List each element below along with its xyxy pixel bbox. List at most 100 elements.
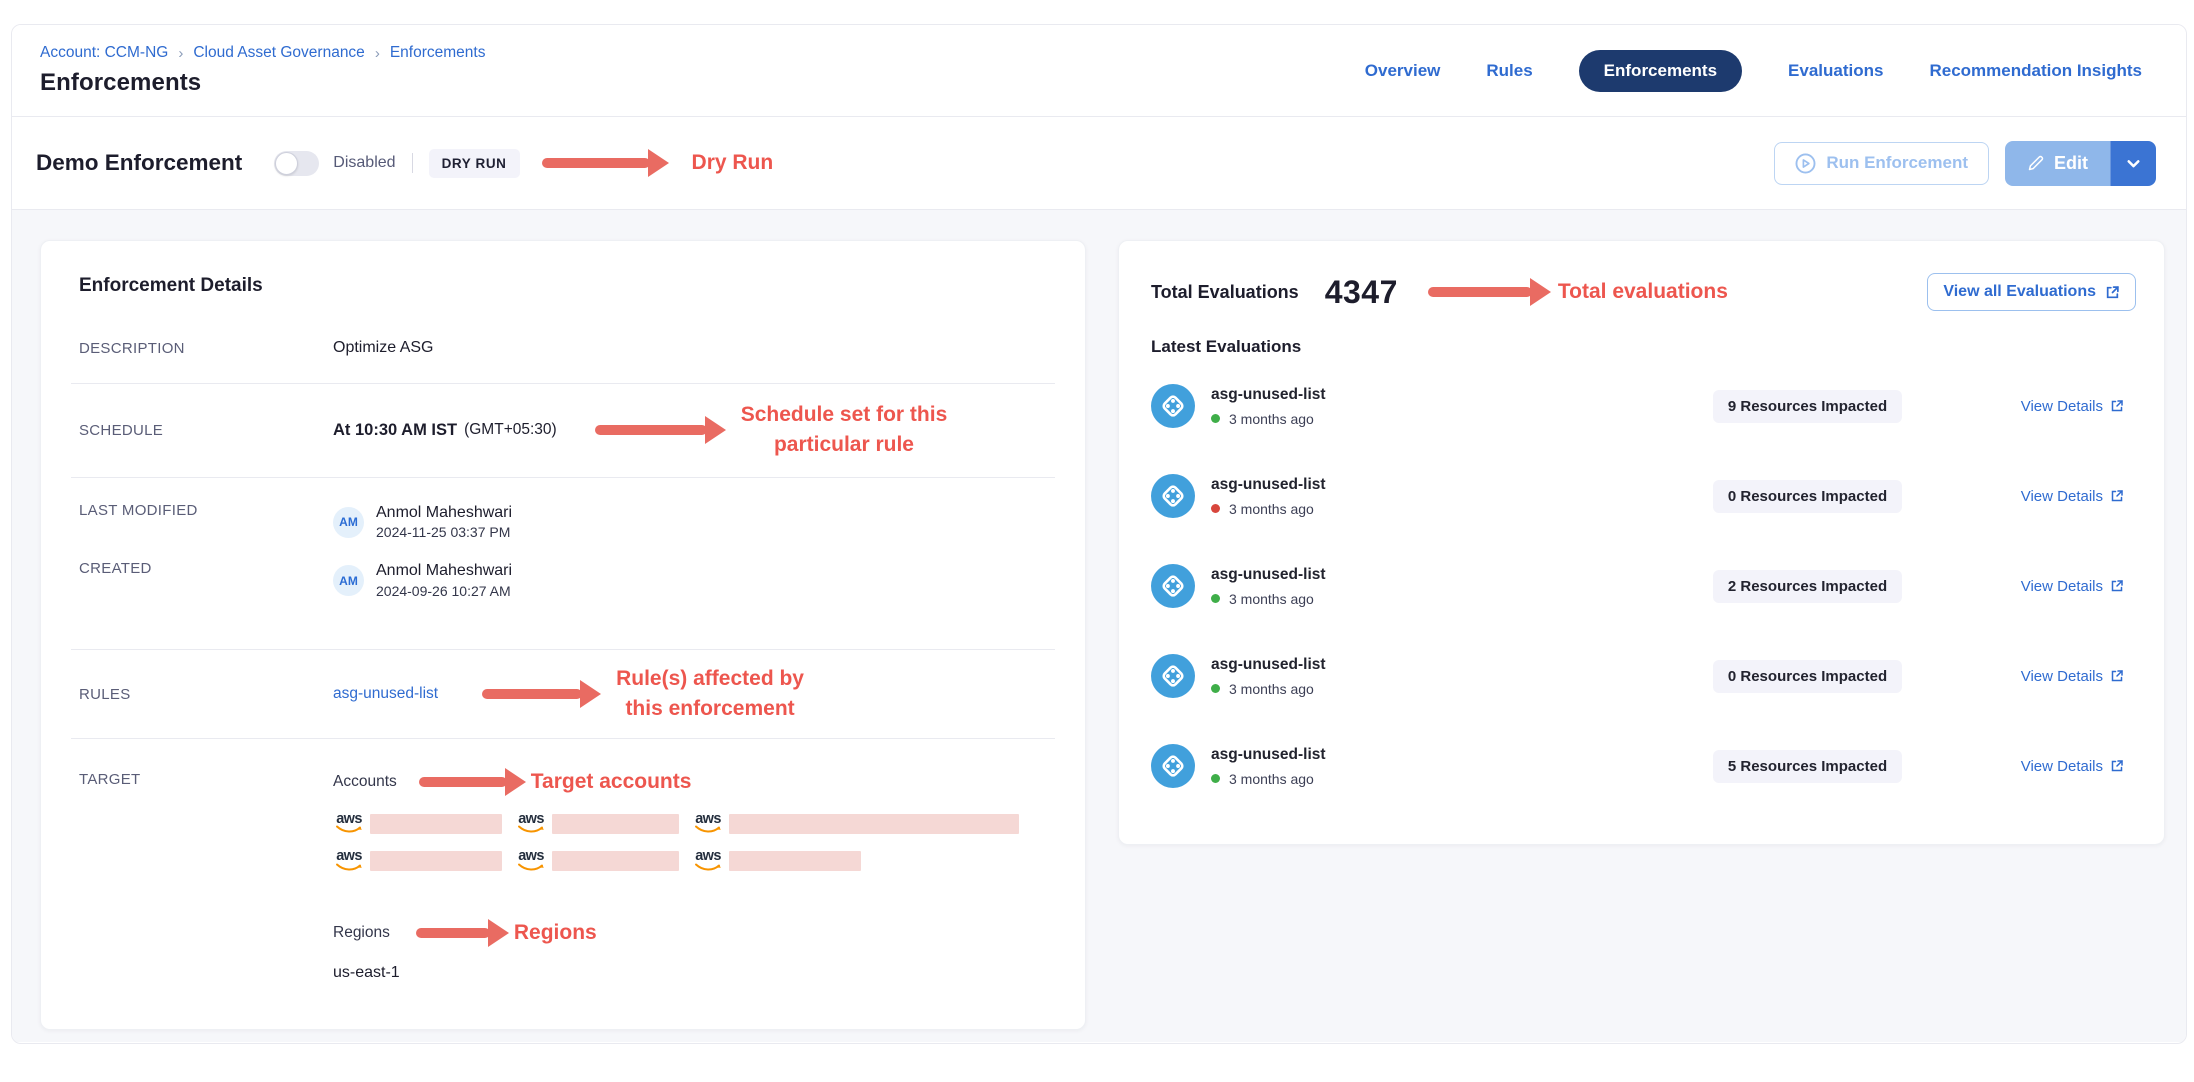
accounts-label: Accounts xyxy=(333,772,397,790)
tab-evaluations[interactable]: Evaluations xyxy=(1788,60,1884,80)
evaluations-header: Total Evaluations 4347 Total evaluations… xyxy=(1119,241,2164,311)
redacted-account-id xyxy=(729,851,861,872)
description-value: Optimize ASG xyxy=(333,339,434,356)
evaluation-row: asg-unused-list 3 months ago 2 Resources… xyxy=(1119,541,2164,631)
view-all-evaluations-button[interactable]: View all Evaluations xyxy=(1927,273,2136,311)
enforcement-details-card: Enforcement Details DESCRIPTION Optimize… xyxy=(40,240,1086,1030)
chevron-down-icon xyxy=(2127,159,2140,167)
toggle-state-label: Disabled xyxy=(333,154,396,171)
breadcrumb-enforcements-link[interactable]: Enforcements xyxy=(389,44,486,61)
divider xyxy=(71,476,1055,478)
tab-recommendation-insights[interactable]: Recommendation Insights xyxy=(1929,60,2142,80)
divider xyxy=(71,648,1055,650)
view-details-link[interactable]: View Details xyxy=(2021,578,2124,595)
last-modified-person: AM Anmol Maheshwari 2024-11-25 03:37 PM xyxy=(333,502,1047,542)
annotation-arrow xyxy=(482,689,583,700)
header-left: Account: CCM-NG › Cloud Asset Governance… xyxy=(40,44,485,97)
evaluation-rule-name: asg-unused-list xyxy=(1211,385,1326,403)
evaluation-time: 3 months ago xyxy=(1229,770,1314,787)
view-details-link[interactable]: View Details xyxy=(2021,398,2124,415)
main-content: Enforcement Details DESCRIPTION Optimize… xyxy=(12,210,2186,1042)
redacted-account-id xyxy=(552,851,679,872)
redacted-account-id xyxy=(552,813,679,834)
evaluation-time: 3 months ago xyxy=(1229,680,1314,697)
redacted-account-id xyxy=(729,813,1019,834)
details-card-title: Enforcement Details xyxy=(79,275,263,296)
evaluation-time: 3 months ago xyxy=(1229,590,1314,607)
toggle-knob xyxy=(275,151,299,175)
external-link-icon xyxy=(2111,670,2123,682)
created-date: 2024-09-26 10:27 AM xyxy=(376,582,511,599)
aws-logo-text: aws xyxy=(695,848,721,865)
aws-logo-icon: aws xyxy=(333,848,365,871)
tab-enforcements[interactable]: Enforcements xyxy=(1578,49,1743,92)
annotation-rules-line1: Rule(s) affected by xyxy=(616,666,804,690)
aws-logo-text: aws xyxy=(336,811,362,828)
view-all-evaluations-label: View all Evaluations xyxy=(1943,283,2096,300)
asg-rule-icon xyxy=(1151,564,1195,608)
external-link-icon xyxy=(2111,760,2123,772)
breadcrumb-separator: › xyxy=(374,44,380,62)
external-link-icon xyxy=(2111,400,2123,412)
external-link-icon xyxy=(2111,490,2123,502)
evaluation-rule-name: asg-unused-list xyxy=(1211,655,1326,673)
rule-link[interactable]: asg-unused-list xyxy=(333,685,439,703)
view-details-label: View Details xyxy=(2020,667,2103,685)
aws-logo-text: aws xyxy=(336,848,362,865)
divider xyxy=(71,383,1055,384)
annotation-arrow xyxy=(415,928,490,938)
region-value: us-east-1 xyxy=(333,964,400,982)
vertical-divider xyxy=(411,153,413,173)
annotation-arrow xyxy=(541,158,650,168)
avatar: AM xyxy=(333,565,364,597)
schedule-value: At 10:30 AM IST (GMT+05:30) Schedule set… xyxy=(333,400,1047,461)
view-details-link[interactable]: View Details xyxy=(2021,488,2124,505)
rules-label: RULES xyxy=(79,685,131,703)
breadcrumb-separator: › xyxy=(178,44,184,62)
evaluation-time: 3 months ago xyxy=(1229,500,1314,517)
tab-rules[interactable]: Rules xyxy=(1486,60,1533,80)
view-details-link[interactable]: View Details xyxy=(2021,668,2124,685)
tab-overview[interactable]: Overview xyxy=(1364,60,1441,80)
aws-logo-icon: aws xyxy=(515,812,547,834)
enforcement-name: Demo Enforcement xyxy=(36,150,243,175)
annotation-accounts: Target accounts xyxy=(530,769,692,793)
annotation-schedule: Schedule set for this particular rule xyxy=(741,400,948,461)
evaluations-card: Total Evaluations 4347 Total evaluations… xyxy=(1118,240,2165,845)
resources-impacted-badge: 0 Resources Impacted xyxy=(1712,479,1903,513)
view-details-label: View Details xyxy=(2020,397,2103,415)
status-dot xyxy=(1211,594,1220,603)
last-modified-date: 2024-11-25 03:37 PM xyxy=(376,524,511,541)
top-tabs: Overview Rules Enforcements Evaluations … xyxy=(1364,49,2142,92)
annotation-rules: Rule(s) affected by this enforcement xyxy=(616,664,804,725)
description-row: DESCRIPTION Optimize ASG xyxy=(41,321,1085,383)
description-label: DESCRIPTION xyxy=(79,339,185,357)
annotation-schedule-line2: particular rule xyxy=(773,433,914,457)
breadcrumb: Account: CCM-NG › Cloud Asset Governance… xyxy=(40,44,485,62)
view-details-label: View Details xyxy=(2020,487,2103,505)
evaluation-rule-name: asg-unused-list xyxy=(1211,565,1326,583)
run-enforcement-button[interactable]: Run Enforcement xyxy=(1774,141,1989,185)
redacted-account-id xyxy=(370,851,502,872)
resources-impacted-badge: 0 Resources Impacted xyxy=(1712,659,1903,693)
evaluation-row: asg-unused-list 3 months ago 0 Resources… xyxy=(1119,631,2164,721)
view-details-link[interactable]: View Details xyxy=(2021,758,2124,775)
evaluation-rule-name: asg-unused-list xyxy=(1211,745,1326,763)
aws-accounts-row: aws aws aws xyxy=(333,848,1047,872)
evaluation-row: asg-unused-list 3 months ago 0 Resources… xyxy=(1119,451,2164,541)
aws-logo-icon: aws xyxy=(333,811,365,834)
enforcement-toolbar: Demo Enforcement Disabled DRY RUN Dry Ru… xyxy=(12,117,2186,210)
schedule-time: At 10:30 AM IST xyxy=(333,420,458,439)
edit-button[interactable]: Edit xyxy=(2005,140,2110,186)
avatar: AM xyxy=(333,506,364,538)
aws-logo-icon: aws xyxy=(692,848,724,871)
breadcrumb-account-link[interactable]: Account: CCM-NG xyxy=(40,44,169,61)
page-header: Account: CCM-NG › Cloud Asset Governance… xyxy=(12,25,2186,117)
divider xyxy=(71,737,1055,739)
enforcement-toggle[interactable] xyxy=(274,150,320,176)
created-person: AM Anmol Maheshwari 2024-09-26 10:27 AM xyxy=(333,560,1047,600)
annotation-dry-run: Dry Run xyxy=(691,150,774,174)
breadcrumb-governance-link[interactable]: Cloud Asset Governance xyxy=(193,44,365,61)
edit-dropdown-button[interactable] xyxy=(2110,140,2156,186)
annotation-arrow xyxy=(418,776,507,787)
